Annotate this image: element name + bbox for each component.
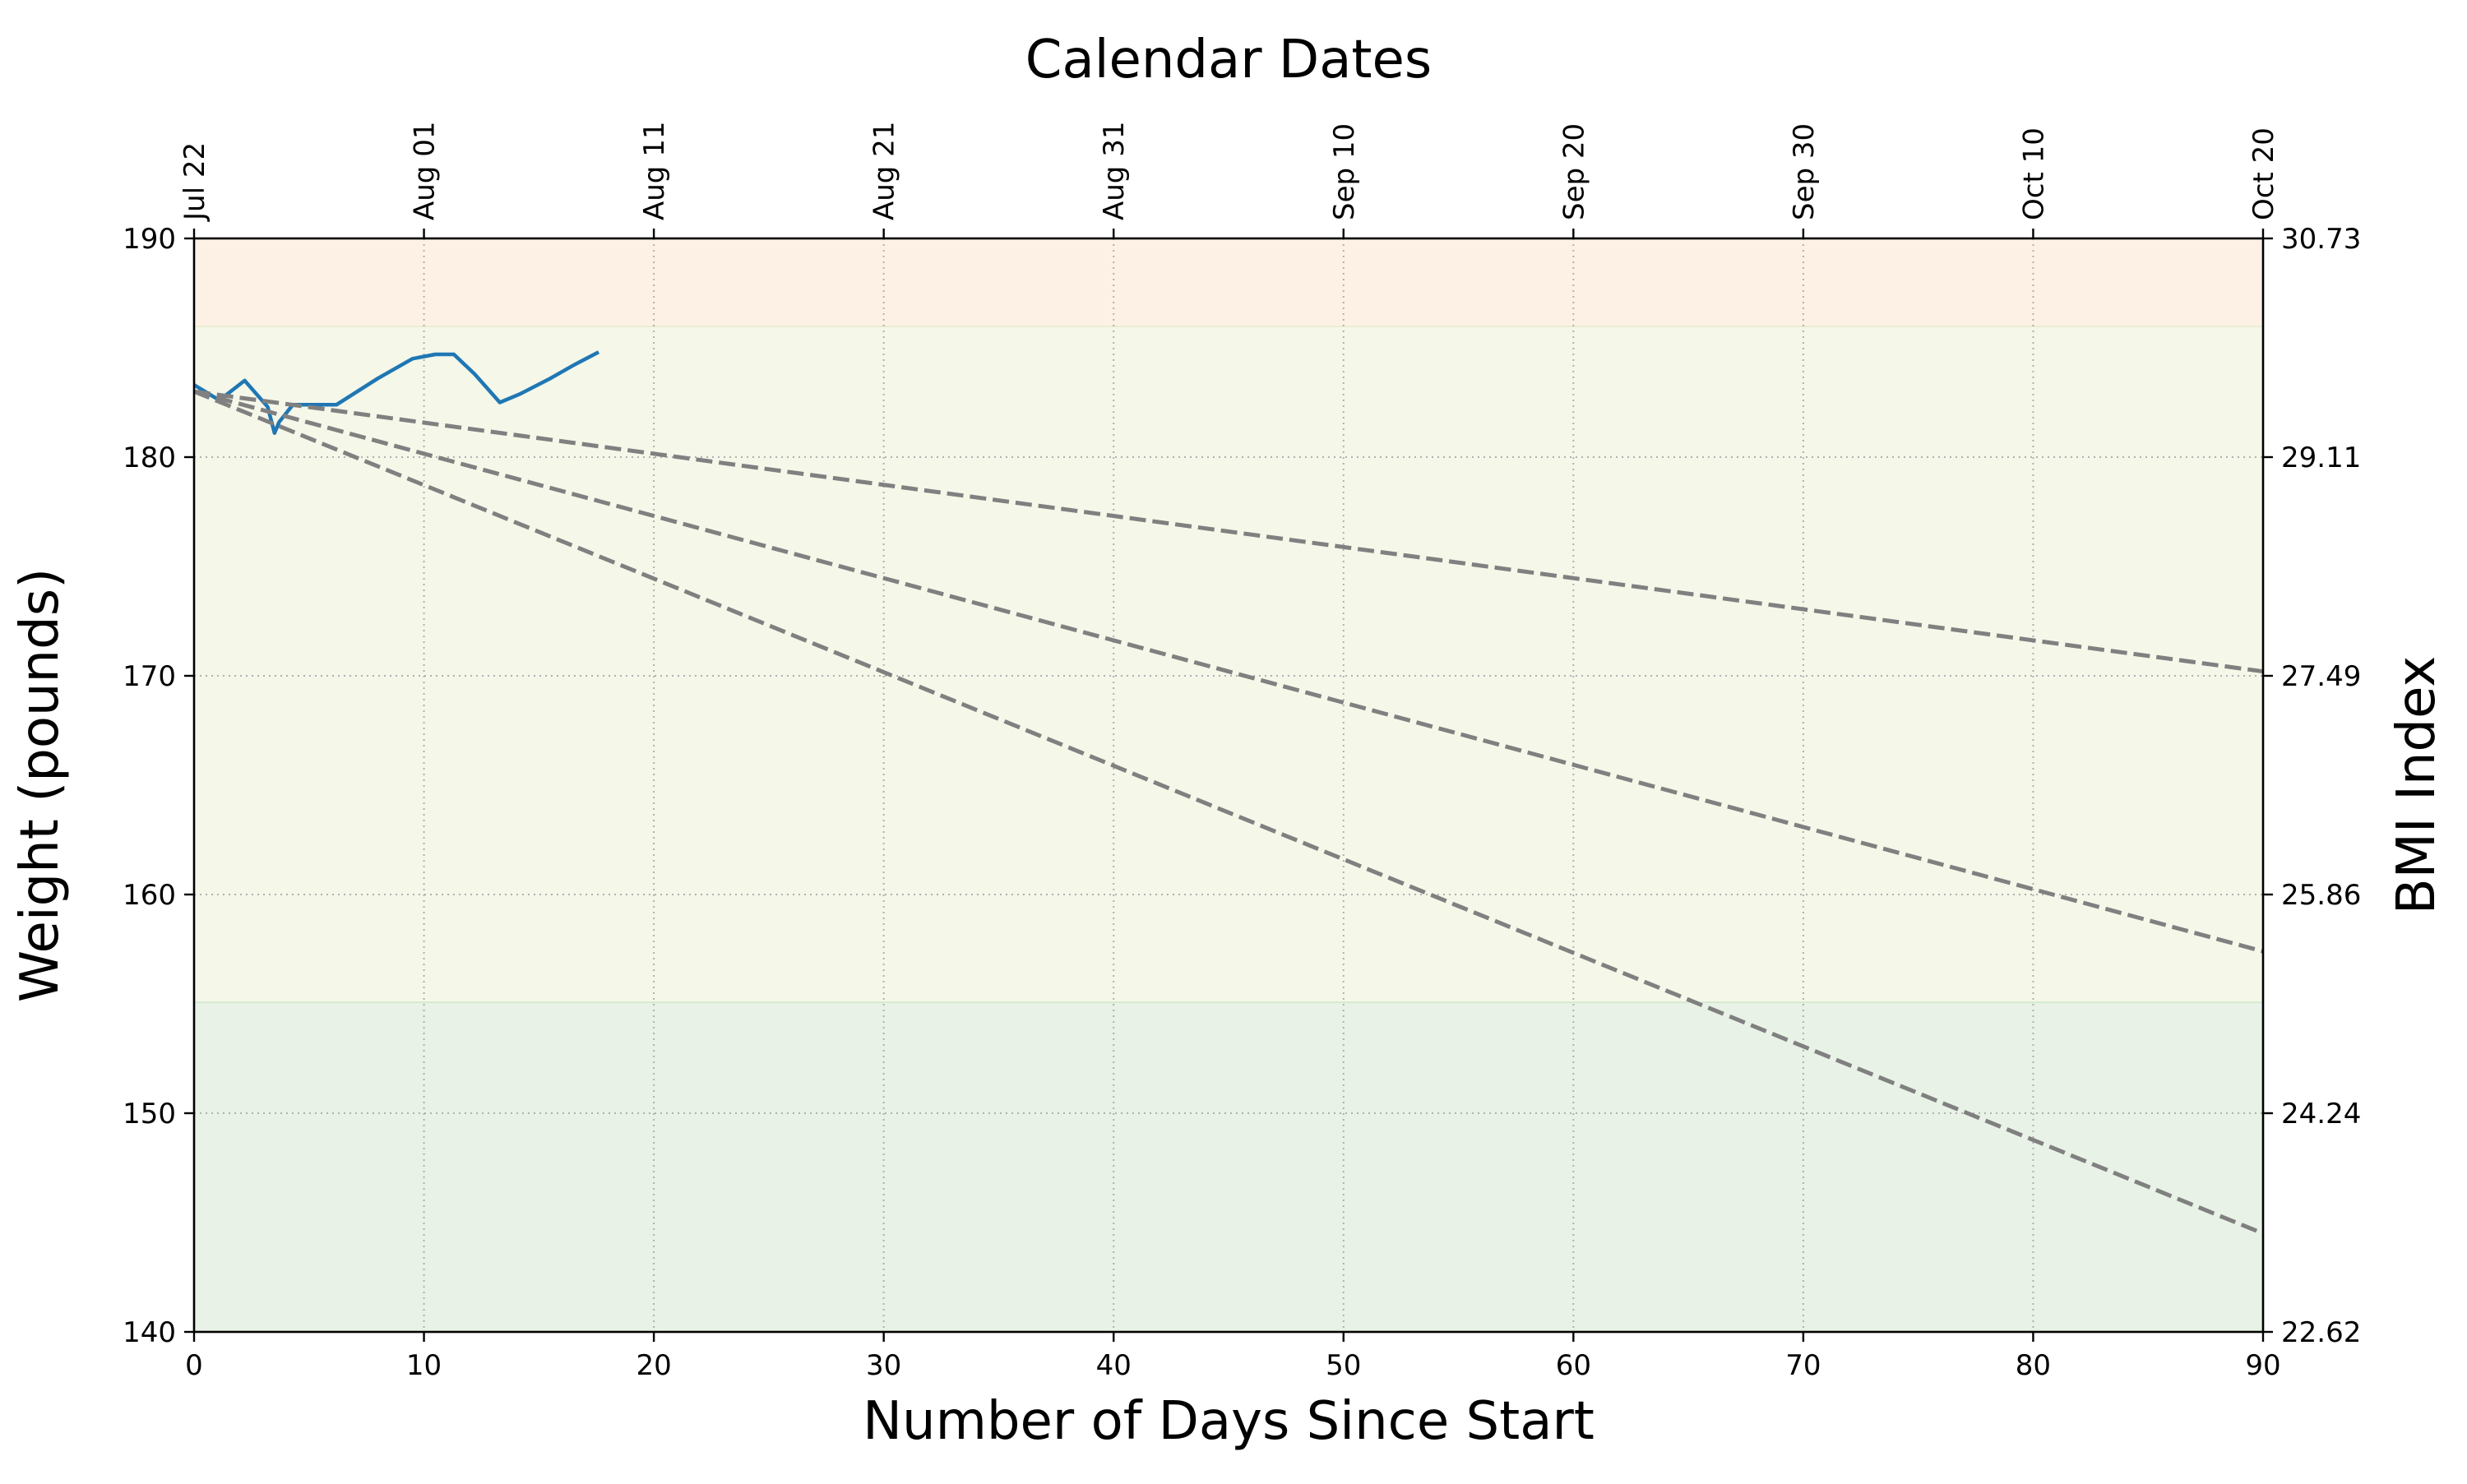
y-tick-label: 190 xyxy=(123,223,176,256)
projection-line-2 xyxy=(193,389,2264,954)
top-tick-label: Sep 10 xyxy=(1328,123,1361,220)
x-tick-label: 70 xyxy=(1785,1349,1821,1382)
x-tick-label: 20 xyxy=(636,1349,671,1382)
weight-line xyxy=(192,350,600,435)
top-tick-label: Jul 22 xyxy=(178,142,211,222)
plot-frame xyxy=(192,237,2265,1334)
top-tick-label: Sep 20 xyxy=(1557,123,1590,220)
top-tick-label: Aug 11 xyxy=(638,122,671,220)
top-tick-label: Aug 21 xyxy=(868,122,901,220)
projection-line-3 xyxy=(193,389,2264,1236)
x-tick-label: 60 xyxy=(1556,1349,1591,1382)
y-tick-label: 150 xyxy=(123,1098,176,1130)
x-tick-label: 10 xyxy=(406,1349,442,1382)
bmi-band-2 xyxy=(194,238,2263,326)
bmi-band-1 xyxy=(194,326,2263,1002)
x-tick-label: 30 xyxy=(866,1349,901,1382)
projection-line-1 xyxy=(193,389,2264,674)
right-tick-label: 29.11 xyxy=(2281,442,2361,474)
gridlines xyxy=(194,238,2263,1332)
right-tick-label: 24.24 xyxy=(2281,1098,2361,1130)
bmi-band-0 xyxy=(194,1001,2263,1332)
x-tick-label: 90 xyxy=(2245,1349,2280,1382)
right-tick-label: 22.62 xyxy=(2281,1316,2361,1349)
right-axis-title: BMI Index xyxy=(2386,656,2447,915)
y-tick-label: 140 xyxy=(123,1316,176,1349)
x-tick-label: 80 xyxy=(2016,1349,2051,1382)
y-tick-label: 160 xyxy=(123,879,176,912)
y-tick-label: 170 xyxy=(123,660,176,693)
series-lines xyxy=(192,350,2264,1236)
x-axis-title: Number of Days Since Start xyxy=(863,1391,1595,1452)
right-tick-label: 25.86 xyxy=(2281,879,2361,912)
top-tick-label: Aug 01 xyxy=(409,122,442,220)
axis-ticks: 0 10 20 30 40 50 60 70 80 90 140 150 160 170 180 190 22.… xyxy=(123,122,2361,1382)
x-tick-label: 0 xyxy=(185,1349,203,1382)
right-tick-label: 30.73 xyxy=(2281,223,2361,256)
top-tick-label: Sep 30 xyxy=(1788,123,1821,220)
top-tick-label: Oct 20 xyxy=(2247,127,2280,220)
right-tick-label: 27.49 xyxy=(2281,660,2361,693)
x-tick-label: 50 xyxy=(1326,1349,1361,1382)
x-tick-label: 40 xyxy=(1096,1349,1132,1382)
y-tick-label: 180 xyxy=(123,442,176,474)
top-tick-label: Aug 31 xyxy=(1098,122,1131,220)
chart-title: Calendar Dates xyxy=(1025,30,1432,90)
top-tick-label: Oct 10 xyxy=(2017,127,2050,220)
y-axis-title: Weight (pounds) xyxy=(10,568,71,1002)
